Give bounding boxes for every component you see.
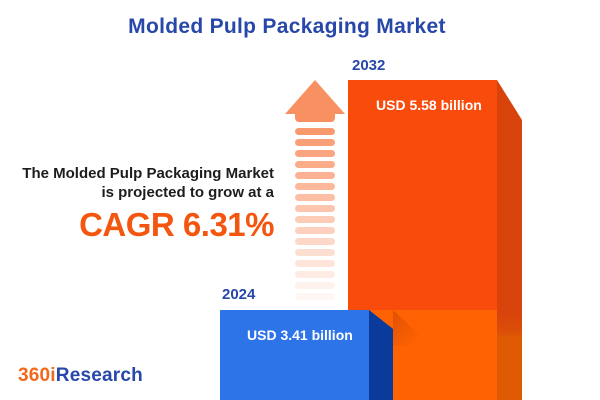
bar-2032-side — [497, 80, 522, 400]
bar-2032-year-label: 2032 — [352, 57, 386, 74]
bar-2024-year-label: 2024 — [222, 286, 256, 303]
growth-arrow-icon — [285, 80, 345, 310]
cagr-value: CAGR 6.31% — [79, 206, 274, 243]
annotation-line-2: is projected to grow at a — [101, 184, 274, 201]
bar-2024-front — [220, 310, 369, 400]
logo-prefix: 360i — [18, 365, 56, 386]
bar-2032-value-label: USD 5.58 billion — [376, 97, 482, 113]
logo-360iresearch: 360iResearch — [18, 365, 143, 387]
logo-suffix: Research — [55, 365, 143, 386]
chart-title: Molded Pulp Packaging Market — [128, 15, 446, 38]
growth-annotation: The Molded Pulp Packaging Market is proj… — [0, 164, 274, 243]
bar-2024-value-label: USD 3.41 billion — [247, 327, 353, 343]
annotation-line-1: The Molded Pulp Packaging Market — [22, 165, 274, 182]
